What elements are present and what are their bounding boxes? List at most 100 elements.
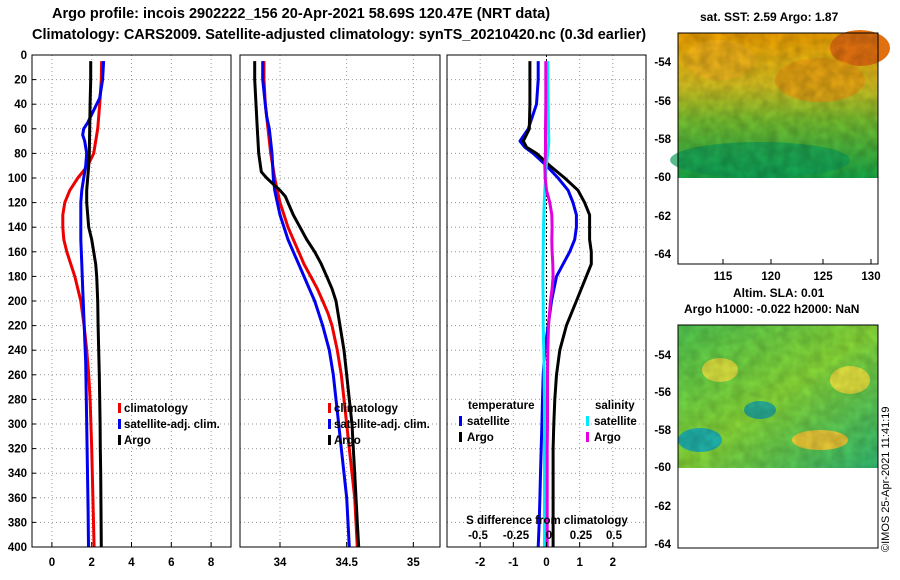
s-tick-label: -0.25	[503, 530, 530, 542]
sst-map-frame	[677, 32, 879, 265]
legend-swatch	[118, 435, 121, 445]
series-line-salinity-argo	[543, 61, 555, 547]
y-tick-label: 360	[8, 493, 27, 505]
x-tick-label: 0	[49, 557, 55, 569]
map-lat-label: -58	[654, 134, 671, 146]
s-tick-label: 0.25	[570, 530, 593, 542]
sst-map	[670, 30, 890, 265]
sla-map-title-1: Altim. SLA: 0.01	[733, 286, 825, 300]
legend-temperature-title: temperature	[468, 400, 534, 412]
sla-map	[677, 324, 879, 549]
sst-map-texture	[678, 33, 878, 178]
legend-label: Argo	[594, 432, 621, 444]
map-lat-label: -62	[654, 211, 671, 223]
legend-swatch	[118, 403, 121, 413]
map-lat-label: -54	[654, 350, 671, 362]
x-tick-label: 4	[128, 557, 135, 569]
series-line-temperature-satellite	[518, 61, 578, 548]
map-lat-label: -56	[654, 387, 671, 399]
legend-salinity-title: salinity	[595, 400, 635, 412]
legend-swatch	[328, 419, 331, 429]
panel-frame	[239, 54, 441, 548]
panel-frame	[31, 54, 232, 548]
y-tick-label: 80	[14, 148, 27, 160]
legend-swatch	[586, 432, 589, 442]
y-tick-label: 120	[8, 198, 27, 210]
x-tick-label: 0	[543, 557, 549, 569]
sst-map-title: sat. SST: 2.59 Argo: 1.87	[700, 10, 839, 24]
map-lon-label: 130	[861, 271, 880, 283]
sla-map-texture	[678, 325, 878, 468]
title-line-1: Argo profile: incois 2902222_156 20-Apr-…	[52, 6, 551, 22]
y-tick-label: 0	[21, 50, 27, 62]
legend-label: Argo	[334, 435, 361, 447]
map-lon-label: 115	[714, 271, 733, 283]
map-lon-label: 120	[761, 271, 780, 283]
x-tick-label: 34.5	[335, 557, 358, 569]
y-tick-label: 320	[8, 444, 27, 456]
s-tick-label: -0.5	[468, 530, 488, 542]
map-lat-label: -56	[654, 96, 671, 108]
y-tick-label: 400	[8, 542, 27, 554]
x-tick-label: 1	[576, 557, 583, 569]
legend-label: Argo	[467, 432, 494, 444]
series-line-satellite-adj-clim-	[261, 61, 351, 548]
map-lat-label: -60	[654, 462, 671, 474]
legend-swatch	[118, 419, 121, 429]
x-tick-label: 2	[88, 557, 94, 569]
x-tick-label: -2	[475, 557, 485, 569]
x-tick-label: 2	[610, 557, 616, 569]
y-tick-label: 20	[14, 75, 27, 87]
y-tick-label: 240	[8, 345, 27, 357]
x-tick-label: 8	[208, 557, 215, 569]
map-lat-label: -64	[654, 249, 671, 261]
x-tick-label: -1	[508, 557, 519, 569]
series-line-argo	[85, 61, 103, 548]
s-tick-label: 0.5	[606, 530, 623, 542]
y-tick-label: 260	[8, 370, 27, 382]
y-tick-label: 40	[14, 99, 27, 111]
credit-stamp: ©IMOS 25-Apr-2021 11:41:19	[880, 406, 892, 552]
legend-label: satellite-adj. clim.	[334, 419, 430, 431]
legend-label: climatology	[124, 403, 189, 415]
y-tick-label: 220	[8, 321, 27, 333]
sla-map-title-2: Argo h1000: -0.022 h2000: NaN	[684, 302, 860, 316]
legend-label: climatology	[334, 403, 399, 415]
legend-swatch	[586, 416, 589, 426]
series-line-temperature-argo	[521, 61, 593, 547]
series-line-satellite-adj-clim-	[79, 61, 106, 548]
map-lat-label: -60	[654, 172, 671, 184]
y-tick-label: 340	[8, 468, 27, 480]
series-line-argo	[253, 61, 361, 548]
title-line-2: Climatology: CARS2009. Satellite-adjuste…	[32, 27, 647, 43]
map-lat-label: -54	[654, 57, 671, 69]
series-line-salinity-satellite	[541, 61, 551, 547]
legend-swatch	[459, 416, 462, 426]
y-tick-label: 160	[8, 247, 27, 259]
y-tick-label: 140	[8, 222, 27, 234]
s-axis-label: S difference from climatology	[466, 515, 628, 527]
map-lat-label: -62	[654, 501, 671, 513]
sla-map-frame	[677, 324, 879, 549]
legend-swatch	[459, 432, 462, 442]
y-tick-label: 100	[8, 173, 27, 185]
legend-swatch	[328, 403, 331, 413]
profile-panels: 0 2 4 6 802040608010012014016018020022024026…	[8, 50, 647, 569]
legend-label: satellite	[467, 416, 510, 428]
y-tick-label: 200	[8, 296, 27, 308]
map-ticks: -54 -54 -56 -56 -58 -58 -60 -60 -62 -62 -64 -64 115 1…	[654, 57, 880, 551]
s-tick-label: 0	[546, 530, 552, 542]
y-tick-label: 60	[14, 124, 27, 136]
panel-difference: -2 -1 0 1 2 temperature salinity satellite Argo s…	[446, 54, 647, 569]
map-lat-label: -58	[654, 425, 671, 437]
y-tick-label: 380	[8, 517, 27, 529]
panel-salinity: 34 34.5 35 climatology satellite-adj. clim. A…	[239, 54, 441, 569]
legend-label: satellite	[594, 416, 637, 428]
series-line-climatology	[61, 61, 104, 548]
y-tick-label: 280	[8, 394, 27, 406]
x-tick-label: 35	[407, 557, 420, 569]
legend-label: Argo	[124, 435, 151, 447]
y-tick-label: 180	[8, 271, 27, 283]
map-lat-label: -64	[654, 539, 671, 551]
